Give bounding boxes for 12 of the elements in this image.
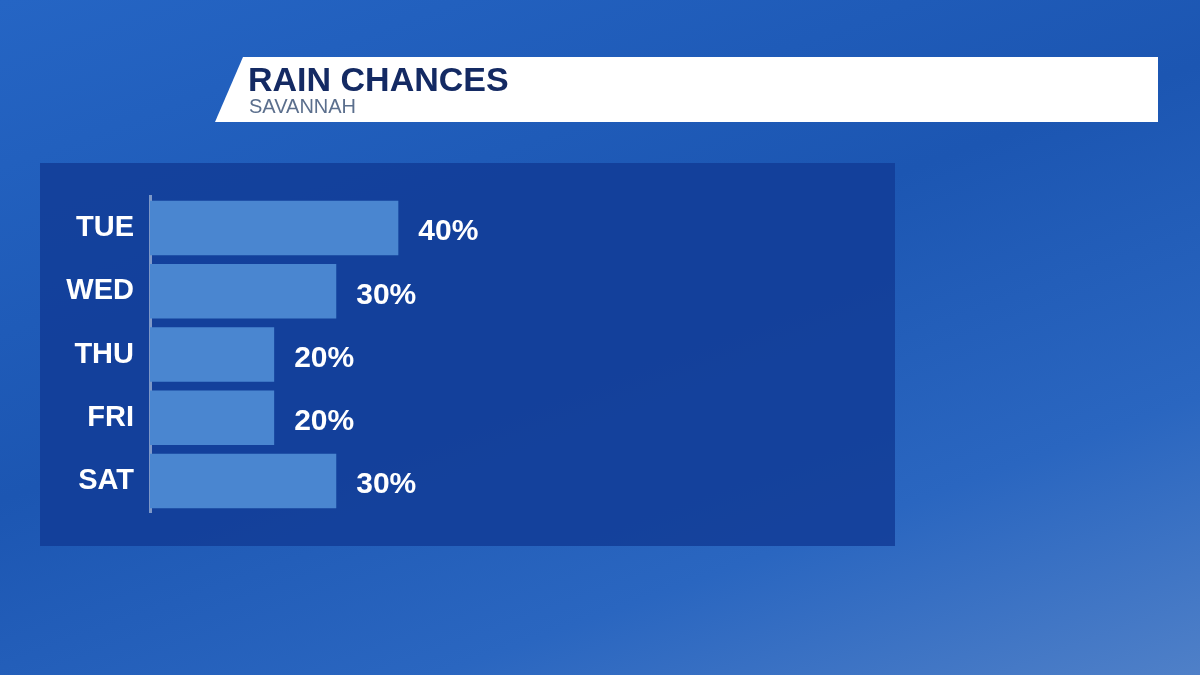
y-tick-label: THU bbox=[74, 336, 134, 369]
data-label: 30% bbox=[356, 466, 417, 500]
data-label: 20% bbox=[294, 403, 355, 437]
data-label: 20% bbox=[294, 339, 355, 373]
data-label: 40% bbox=[418, 213, 479, 247]
y-tick-label: SAT bbox=[78, 462, 135, 495]
y-tick-label: TUE bbox=[76, 210, 134, 243]
y-tick-label: FRI bbox=[87, 399, 134, 432]
chart-subtitle: SAVANNAH bbox=[249, 95, 357, 117]
chart-title: RAIN CHANCES bbox=[248, 60, 509, 98]
data-label: 30% bbox=[356, 276, 417, 310]
y-tick-label: WED bbox=[66, 273, 134, 306]
